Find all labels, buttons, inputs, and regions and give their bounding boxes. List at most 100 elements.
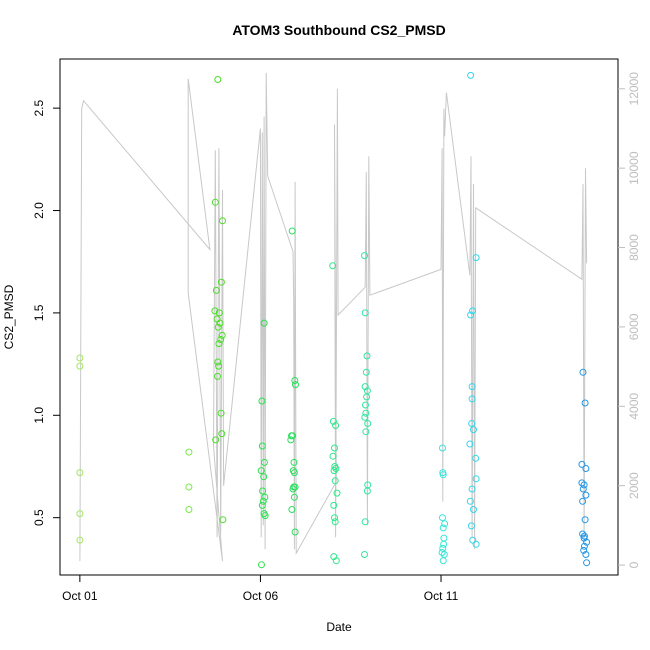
data-point xyxy=(211,198,219,206)
y-tick-label: 0.5 xyxy=(32,509,46,526)
data-point xyxy=(291,377,299,384)
data-point xyxy=(363,487,371,495)
y2-tick-label: 8000 xyxy=(627,234,641,261)
data-point xyxy=(76,510,84,518)
data-point xyxy=(218,430,226,438)
data-point xyxy=(470,426,477,434)
data-point xyxy=(332,465,340,472)
data-point xyxy=(468,485,476,493)
secondary-series-layer xyxy=(79,72,588,562)
y-tick-label: 2.5 xyxy=(32,99,46,116)
data-point xyxy=(216,319,224,327)
y2-tick-label: 10000 xyxy=(627,151,641,185)
y-axis-label: CS2_PMSD xyxy=(2,284,16,349)
data-point xyxy=(579,368,587,376)
data-point xyxy=(472,540,480,548)
data-point xyxy=(578,460,586,468)
data-point xyxy=(362,428,370,436)
data-point xyxy=(580,542,588,550)
y2-tick-label: 2000 xyxy=(627,472,641,499)
data-point xyxy=(468,383,476,391)
data-point xyxy=(260,458,268,466)
data-point xyxy=(217,409,225,417)
data-point xyxy=(332,422,340,429)
chart-title: ATOM3 Southbound CS2_PMSD xyxy=(232,22,445,38)
data-point xyxy=(468,395,476,403)
data-point xyxy=(217,278,225,286)
data-point xyxy=(185,506,193,513)
x-axis: Oct 01 Oct 06 Oct 11 xyxy=(62,575,459,603)
data-point xyxy=(219,217,226,225)
data-point xyxy=(467,311,475,319)
data-point xyxy=(362,409,370,417)
data-point xyxy=(361,383,369,391)
data-point xyxy=(581,516,589,524)
data-point xyxy=(215,309,223,317)
data-point xyxy=(185,448,193,456)
data-point xyxy=(439,444,446,452)
data-point xyxy=(330,467,338,475)
data-point xyxy=(582,551,590,558)
data-point xyxy=(329,262,337,270)
data-point xyxy=(362,401,369,409)
data-point xyxy=(440,540,448,548)
data-point xyxy=(261,512,269,520)
data-point xyxy=(467,522,475,530)
data-point xyxy=(361,309,369,317)
data-point xyxy=(257,467,265,475)
data-point xyxy=(185,483,193,491)
data-point xyxy=(331,518,339,526)
data-point xyxy=(363,393,371,401)
y-tick-label: 1.0 xyxy=(32,407,46,424)
data-point xyxy=(472,475,480,483)
data-point xyxy=(467,71,475,79)
data-point xyxy=(258,442,266,450)
data-point xyxy=(214,372,221,380)
data-point xyxy=(332,557,340,565)
data-point xyxy=(331,477,339,485)
data-point xyxy=(258,501,266,509)
data-point xyxy=(582,465,590,472)
y2-tick-label: 4000 xyxy=(627,393,641,420)
plot-box xyxy=(59,58,619,576)
data-point xyxy=(217,336,225,343)
y-tick-label: 1.5 xyxy=(32,304,46,321)
data-point xyxy=(579,497,587,505)
data-point xyxy=(439,557,447,565)
data-point xyxy=(76,354,84,362)
data-point xyxy=(439,471,447,479)
data-point xyxy=(331,514,338,522)
data-point xyxy=(212,436,220,444)
data-point xyxy=(76,362,84,370)
data-point xyxy=(76,469,84,477)
secondary-series-line xyxy=(79,72,588,562)
data-point xyxy=(364,420,372,427)
y-tick-label: 2.0 xyxy=(32,202,46,219)
data-point xyxy=(76,536,84,544)
data-point xyxy=(329,417,337,425)
data-point xyxy=(582,491,590,499)
data-point xyxy=(259,487,267,495)
data-point xyxy=(466,440,474,448)
data-point xyxy=(579,485,587,493)
data-point xyxy=(260,473,268,481)
data-point xyxy=(362,368,370,376)
data-point xyxy=(439,524,447,532)
data-point xyxy=(290,469,298,477)
data-point xyxy=(260,319,268,327)
data-point xyxy=(333,489,341,497)
data-point xyxy=(361,413,369,421)
x-tick-label: Oct 06 xyxy=(243,589,279,603)
data-point xyxy=(439,514,446,522)
data-point xyxy=(441,520,449,528)
data-point xyxy=(581,399,589,407)
data-point xyxy=(329,452,337,460)
data-point xyxy=(261,493,269,501)
data-point xyxy=(287,436,295,444)
data-point xyxy=(212,286,220,294)
x-tick-label: Oct 11 xyxy=(424,589,459,603)
data-point xyxy=(288,227,296,235)
data-point xyxy=(214,358,222,366)
data-point xyxy=(214,76,222,83)
data-point xyxy=(583,538,591,546)
